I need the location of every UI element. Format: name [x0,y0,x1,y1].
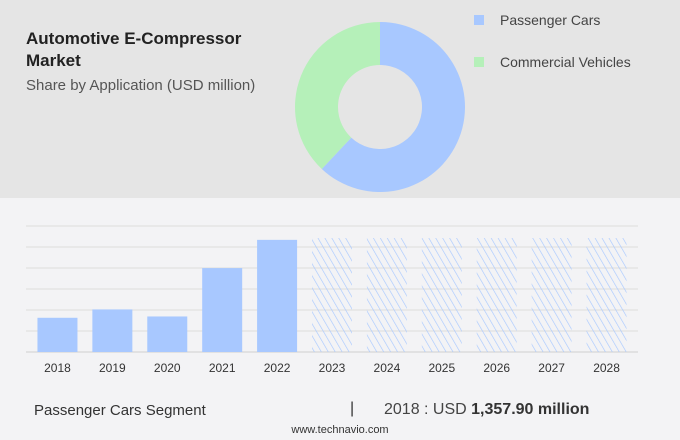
donut-slice-commercial-vehicles [295,22,380,169]
x-tick-label: 2023 [319,361,346,375]
year-label: 2018 : USD [384,401,472,418]
x-tick-label: 2018 [44,361,71,375]
website: www.technavio.com [291,424,389,436]
legend-passenger-cars: Passenger Cars [474,12,600,28]
bar-2028 [586,238,627,352]
legend-swatch [474,15,484,25]
bar-2021 [202,268,243,352]
segment-value: 2018 : USD 1,357.90 million [384,401,589,419]
bar-2018 [37,317,78,352]
bar-2025 [421,238,462,352]
legend-label: Commercial Vehicles [500,54,631,70]
x-tick-label: 2022 [264,361,291,375]
separator: | [350,400,355,417]
x-tick-label: 2028 [593,361,620,375]
chart-subtitle: Share by Application (USD million) [26,77,256,94]
bar-2022 [257,239,298,352]
x-tick-label: 2025 [428,361,455,375]
chart-title: Automotive E-Compressor Market [26,29,242,70]
value-amount: 1,357.90 million [471,401,590,418]
bar-2027 [531,238,572,352]
x-tick-label: 2027 [538,361,565,375]
bar-2026 [476,238,517,352]
x-tick-label: 2020 [154,361,181,375]
x-tick-label: 2024 [374,361,401,375]
x-tick-label: 2026 [483,361,510,375]
bar-2023 [312,238,352,352]
legend-commercial-vehicles: Commercial Vehicles [474,54,631,70]
bar-2019 [92,309,133,352]
legend-label: Passenger Cars [500,12,601,28]
legend-swatch [474,57,484,67]
bar-2024 [366,238,407,352]
segment-label: Passenger Cars Segment [34,402,206,419]
donut-slice-passenger-cars [321,22,466,192]
x-tick-label: 2021 [209,361,236,375]
x-tick-label: 2019 [99,361,126,375]
bar-2020 [147,316,188,352]
